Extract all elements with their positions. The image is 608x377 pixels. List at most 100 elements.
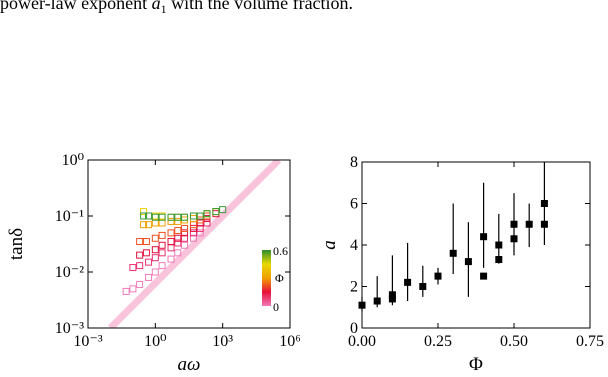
colorbar-tick-label: 0: [273, 300, 279, 314]
marker: [122, 287, 130, 295]
marker: [480, 272, 488, 280]
colorbar: [262, 250, 271, 306]
marker: [145, 258, 153, 266]
marker: [145, 273, 153, 281]
marker: [167, 213, 175, 221]
caption-symbol: a: [152, 0, 161, 13]
y-tick-label: 4: [350, 237, 358, 254]
marker: [212, 208, 220, 216]
marker: [196, 224, 204, 232]
marker: [181, 234, 189, 242]
marker: [464, 258, 472, 266]
marker: [167, 217, 175, 225]
marker: [196, 212, 204, 220]
y-axis-label: tanδ: [6, 228, 27, 260]
marker: [388, 291, 396, 299]
x-tick-label: 10³: [212, 333, 233, 350]
x-tick-label: 10⁻³: [73, 333, 102, 350]
y-tick-label: 10⁻³: [55, 320, 84, 337]
marker: [196, 216, 204, 224]
marker: [158, 219, 166, 227]
marker: [151, 246, 159, 254]
x-tick-label: 10⁶: [279, 333, 301, 350]
marker: [136, 262, 144, 270]
marker: [145, 212, 153, 220]
marker: [129, 285, 137, 293]
marker: [174, 234, 182, 242]
marker: [189, 234, 197, 242]
marker: [540, 220, 548, 228]
marker: [388, 295, 396, 303]
marker: [196, 212, 204, 220]
marker: [136, 280, 144, 288]
marker: [174, 217, 182, 225]
colorbar-label: Φ: [275, 271, 284, 285]
marker: [158, 231, 166, 239]
plot-area: [358, 162, 548, 312]
marker: [540, 200, 548, 207]
x-tick-label: 0.50: [500, 333, 528, 350]
marker: [174, 249, 182, 257]
y-tick-label: 2: [350, 279, 358, 296]
marker: [189, 224, 197, 232]
marker: [449, 249, 457, 257]
marker: [167, 213, 175, 221]
marker: [167, 229, 175, 237]
marker: [480, 233, 488, 241]
x-tick-label: 0.75: [576, 333, 604, 350]
marker: [158, 262, 166, 270]
marker: [174, 227, 182, 235]
marker: [136, 238, 144, 246]
marker: [495, 241, 503, 249]
reference-line: [107, 160, 282, 328]
marker: [196, 229, 204, 237]
marker: [151, 219, 159, 227]
marker: [189, 229, 197, 237]
marker: [167, 244, 175, 252]
marker: [142, 238, 150, 246]
marker: [203, 210, 211, 218]
caption-subscript: 1: [161, 2, 167, 16]
marker: [203, 219, 211, 227]
marker: [151, 213, 159, 221]
marker: [525, 220, 533, 228]
y-tick-label: 0: [350, 320, 358, 337]
caption-lead: power-law exponent: [0, 0, 152, 13]
caption: power-law exponent a1 with the volume fr…: [0, 0, 353, 16]
y-tick-label: 10⁰: [62, 152, 84, 169]
marker: [373, 297, 381, 305]
marker: [434, 272, 442, 280]
marker: [140, 212, 148, 220]
plot-frame: [87, 159, 291, 329]
y-tick-label: 8: [350, 154, 358, 171]
marker: [158, 213, 166, 221]
marker: [419, 283, 427, 290]
marker: [404, 278, 412, 286]
marker: [189, 212, 197, 220]
marker: [174, 213, 182, 221]
colorbar-tick-label: 0.6: [273, 244, 288, 258]
plot-frame: [361, 161, 591, 329]
marker: [174, 239, 182, 247]
marker: [158, 241, 166, 249]
marker: [129, 264, 137, 272]
y-tick-label: 6: [350, 196, 358, 213]
marker: [196, 212, 204, 220]
marker: [212, 208, 220, 216]
y-tick-label: 10⁻²: [55, 264, 84, 281]
marker: [181, 241, 189, 249]
marker: [495, 256, 503, 264]
marker: [145, 221, 153, 229]
x-tick-label: 0.00: [348, 333, 376, 350]
x-tick-label: 10⁰: [144, 333, 166, 350]
x-axis-label: Φ: [469, 354, 483, 375]
marker: [212, 208, 220, 216]
marker: [189, 221, 197, 229]
x-tick-label: 0.25: [424, 333, 452, 350]
marker: [158, 249, 166, 257]
x-axis-label: aω: [178, 354, 201, 375]
marker: [142, 249, 150, 257]
marker: [167, 255, 175, 263]
marker: [140, 208, 148, 216]
marker: [151, 234, 159, 242]
